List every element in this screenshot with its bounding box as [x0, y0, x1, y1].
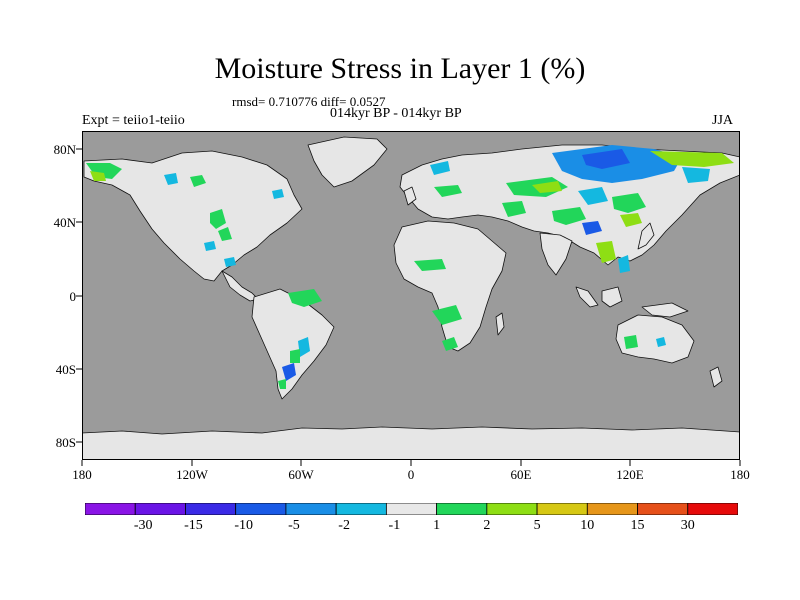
legend-label: -30 — [133, 518, 153, 533]
patch-darkblue-siberia — [582, 149, 630, 169]
legend-box — [185, 503, 237, 515]
australia — [615, 314, 695, 364]
india — [539, 232, 573, 276]
patch-green-amazon — [288, 289, 322, 307]
south-america — [251, 288, 335, 400]
axis-ticks — [76, 148, 741, 466]
legend-box — [235, 503, 287, 515]
legend-label: -15 — [184, 518, 203, 533]
legend-box — [134, 503, 186, 515]
map-title: Moisture Stress in Layer 1 (%) — [214, 52, 586, 85]
legend-box — [486, 503, 538, 515]
legend-box — [637, 503, 689, 515]
legend-box — [385, 503, 438, 515]
map-frame — [82, 131, 740, 460]
patch-blue-labrador — [272, 189, 284, 199]
patch-green-brazil — [290, 349, 300, 363]
lon-label-120w: 120W — [176, 467, 208, 482]
color-legend — [85, 503, 738, 515]
greenland — [307, 136, 388, 188]
lon-label-120e: 120E — [616, 467, 644, 482]
patch-green-australia — [624, 335, 638, 349]
japan — [637, 222, 655, 250]
britain — [403, 186, 417, 206]
legend-label: -2 — [338, 518, 350, 533]
new-zealand — [709, 366, 723, 388]
lat-label-0: 0 — [69, 289, 77, 304]
sumatra — [575, 286, 599, 308]
patch-yellowgreen-alaska — [90, 171, 106, 181]
north-america — [83, 150, 303, 282]
legend-label: 10 — [580, 518, 595, 533]
patch-blue-tibet — [582, 221, 602, 235]
season-label: JJA — [712, 113, 734, 128]
stats-text: rmsd= 0.710776 diff= 0.0527 — [232, 94, 386, 109]
legend-box — [586, 503, 638, 515]
lat-label-40n: 40N — [53, 215, 76, 230]
lat-label-80n: 80N — [53, 142, 76, 157]
lon-label-180e: 180 — [730, 467, 750, 482]
patch-blue-argentina — [282, 363, 296, 381]
patch-yellowgreen-seasia — [596, 241, 616, 263]
patch-green-patagonia — [278, 379, 286, 389]
patch-green-usa1 — [210, 209, 226, 229]
new-guinea — [641, 302, 689, 318]
patch-green-sahel — [414, 259, 446, 271]
patch-green-central-africa — [432, 305, 462, 325]
borneo — [601, 286, 623, 308]
patch-green-siberia — [650, 151, 734, 167]
patch-green-usa2 — [218, 227, 232, 241]
patch-green-china — [612, 193, 646, 213]
patch-green-europe — [434, 185, 462, 197]
legend-box — [285, 503, 337, 515]
legend-box — [536, 503, 588, 515]
lat-label-40s: 40S — [55, 362, 76, 377]
legend-label: 30 — [680, 518, 695, 533]
legend-box — [687, 503, 738, 515]
experiment-label: Expt = teiio1-teiio — [82, 113, 185, 128]
legend-label: 5 — [533, 518, 541, 533]
patch-blue-scandinavia — [430, 161, 450, 175]
patch-green-mideast — [502, 201, 526, 217]
world-map — [82, 131, 740, 460]
legend-label: -1 — [388, 518, 401, 533]
patch-yellowgreen-china — [620, 213, 642, 227]
legend-label: 15 — [630, 518, 645, 533]
lon-label-60e: 60E — [510, 467, 532, 482]
patch-yellowgreen-kazakh — [532, 181, 562, 193]
patch-blue-mexico — [224, 257, 236, 267]
legend-label: -5 — [288, 518, 300, 533]
patch-green-tibet — [552, 207, 586, 225]
legend-box — [85, 503, 136, 515]
patch-blue-australia — [656, 337, 666, 347]
legend-label: -10 — [234, 518, 254, 533]
patch-green-southern-africa — [442, 337, 458, 351]
legend-label: 2 — [483, 518, 491, 533]
antarctica — [82, 426, 740, 460]
patch-blue-seasia — [618, 255, 630, 273]
legend-box — [335, 503, 387, 515]
lon-label-180w: 180 — [72, 467, 92, 482]
lon-label-0: 0 — [407, 467, 415, 482]
patch-blue-canada — [164, 173, 178, 185]
legend-box — [436, 503, 488, 515]
anomaly-patches — [86, 145, 734, 389]
patch-blue-usa — [204, 241, 216, 251]
lat-label-80s: 80S — [55, 435, 76, 450]
period-text: 014kyr BP - 014kyr BP — [330, 106, 462, 121]
africa — [393, 220, 507, 352]
lon-label-60w: 60W — [288, 467, 314, 482]
patch-blue-brazil — [298, 337, 310, 357]
patch-green-canada — [190, 175, 206, 187]
madagascar — [495, 312, 505, 336]
patch-blue-central — [578, 187, 608, 205]
legend-label: 1 — [433, 518, 441, 533]
patch-blue-eastsiberia — [682, 167, 710, 183]
